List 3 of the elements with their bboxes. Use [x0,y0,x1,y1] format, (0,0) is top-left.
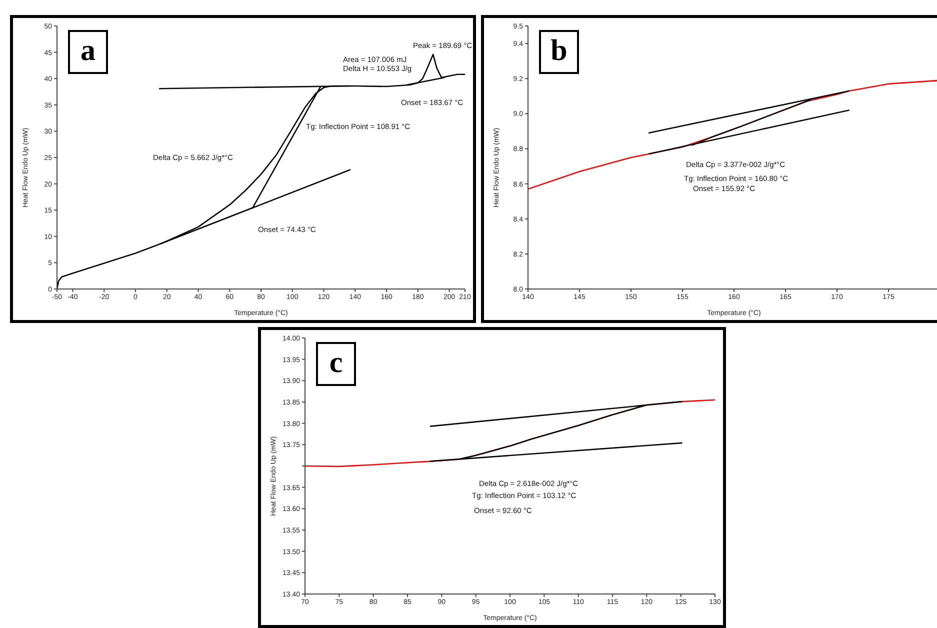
annotation: a [68,30,108,74]
annotation: b [539,30,579,74]
annotation: c [316,342,356,386]
